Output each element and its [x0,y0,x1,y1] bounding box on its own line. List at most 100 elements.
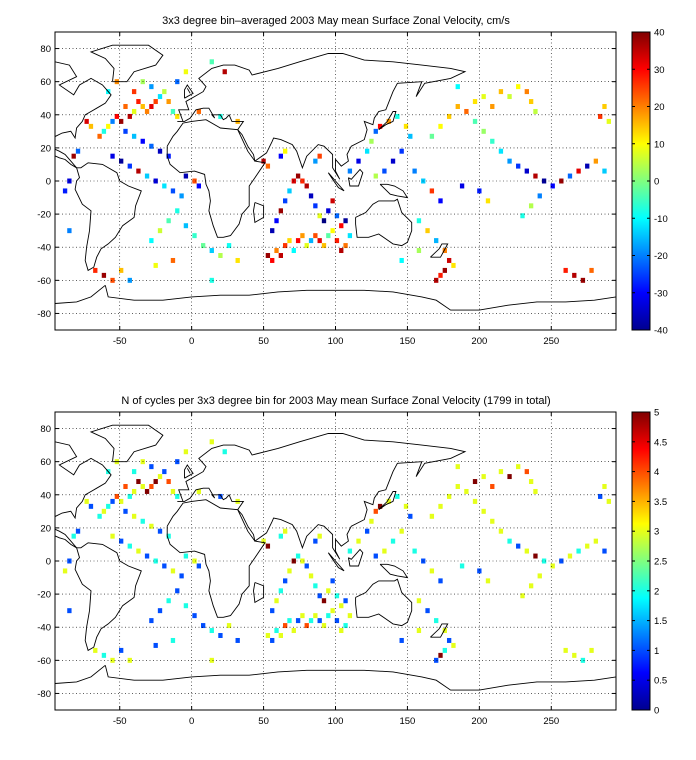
bin-cell [88,123,94,129]
bin-cell [278,588,283,594]
colorbar-tick-label: 1.5 [654,616,667,627]
bin-cell [218,633,223,638]
bin-cell [313,538,318,544]
bin-cell [593,158,599,164]
bin-cell [602,168,607,174]
bin-cell [520,593,525,599]
bin-cell [261,158,266,164]
bin-cell [166,533,171,539]
bin-cell [183,449,189,455]
colorbar-tick-label: 4 [654,467,659,478]
y-tick-label: 60 [40,77,51,88]
bin-cell [106,503,111,509]
bin-cell [446,113,452,119]
bin-cell [390,538,396,544]
coastline [184,464,194,479]
coastline [430,243,449,258]
bin-cell [183,223,189,229]
bin-cell [300,558,305,564]
bin-cell [442,628,447,634]
bin-cell [576,548,581,554]
bin-cell [313,613,318,619]
bin-cell [136,548,141,554]
bin-cell [326,588,331,594]
panel-cycles: N of cycles per 3x3 degree bin for 2003 … [37,395,667,727]
bin-cell [308,193,314,199]
bin-cell [321,218,327,224]
bin-cell [485,198,491,204]
colorbar-tick-label: 0.5 [654,676,667,687]
bin-cell [403,123,409,129]
bin-cell [127,113,132,119]
panel-velocity: 3x3 degree bin–averaged 2003 May mean Su… [37,15,668,347]
bin-cell [451,642,456,648]
bin-cell [127,163,132,169]
bin-cell [464,108,469,114]
bin-cell [170,108,176,114]
bin-cell [442,647,447,653]
bin-cell [364,148,370,154]
coastline [430,623,449,638]
coastline [253,582,265,604]
bin-cell [472,498,478,504]
bin-cell [399,257,404,263]
bin-cell [498,148,504,154]
bin-cell [481,94,486,100]
bin-cell [434,277,439,283]
bin-cell [589,647,594,653]
bin-cell [110,153,115,159]
colorbar-tick-label: -30 [654,288,668,299]
bin-cell [572,272,577,278]
bin-cell [602,104,607,109]
bin-cell [356,538,361,544]
bin-cell [84,118,89,124]
bin-cell [347,613,353,619]
bin-cell [166,153,171,159]
bin-cell [386,118,391,124]
bin-cell [507,474,512,480]
bin-cell [127,657,132,663]
x-tick-label: 0 [189,336,194,347]
bin-cell [75,528,81,534]
colorbar-tick-label: 0 [654,706,659,717]
bin-cell [283,528,288,534]
coastline [253,202,265,224]
bin-cell [93,647,98,653]
colorbar-tick-label: -10 [654,214,668,225]
colorbar-tick-label: -20 [654,251,668,262]
bin-cell [373,173,378,179]
bin-cell [123,508,128,514]
bin-cell [170,637,176,643]
bin-cell [364,528,370,534]
bin-cell [127,277,132,283]
bin-cell [140,138,145,144]
bin-cell [201,243,206,249]
bin-cell [317,238,322,244]
bin-cell [291,248,296,254]
y-tick-label: -40 [37,243,51,254]
bin-cell [274,628,279,634]
bin-cell [334,238,340,244]
x-tick-label: 200 [471,336,487,347]
bin-cell [153,262,158,268]
bin-cell [226,243,232,249]
colorbar-tick-label: 2 [654,586,659,597]
bin-cell [93,267,98,273]
bin-cell [287,188,292,194]
bin-cell [300,613,305,619]
x-tick-label: 250 [543,716,559,727]
colorbar-tick-label: -40 [654,326,668,337]
bin-cell [270,228,275,234]
bin-cell [507,158,512,164]
bin-cell [524,89,529,95]
bin-cell [563,647,568,653]
bin-cell [157,608,163,614]
bin-cell [170,568,176,574]
bin-cell [101,128,107,134]
coastline [55,284,616,330]
bin-cell [589,267,594,273]
bin-cell [434,618,439,624]
bin-cell [550,563,555,569]
bin-cell [157,474,163,480]
bin-cell [283,578,288,584]
